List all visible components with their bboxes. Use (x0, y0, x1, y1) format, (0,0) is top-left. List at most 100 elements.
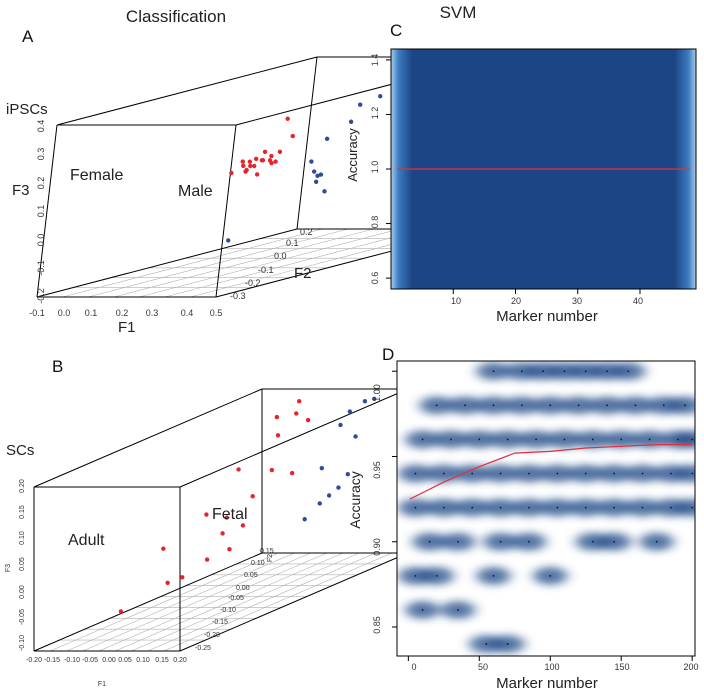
d-sample-dot (691, 506, 694, 509)
a-point-male (324, 136, 330, 142)
d-sample-dot (542, 370, 545, 373)
d-x-tick: 0 (411, 662, 416, 672)
d-sample-dot (591, 438, 594, 441)
b-point-adult (165, 580, 170, 585)
b-x-tick: 0.20 (173, 657, 187, 664)
b-floor-line (50, 552, 279, 652)
d-x-tick: 150 (614, 662, 629, 672)
d-sample-dot (421, 609, 424, 611)
a-floor-line (113, 228, 374, 298)
d-sample-dot (669, 472, 672, 475)
b-point-adult (269, 467, 275, 473)
c-x-tick: 30 (572, 296, 582, 306)
b-point-adult (240, 523, 246, 528)
d-sample-dot (641, 472, 644, 475)
d-x-tick: 200 (683, 662, 698, 672)
panel-label-b: B (52, 357, 63, 376)
a-z-tick: 0.3 (36, 148, 46, 161)
a-point-female (254, 172, 260, 177)
a-point-male (348, 119, 354, 124)
b-point-adult (227, 547, 232, 552)
b-point-adult (224, 515, 229, 520)
d-sample-dot (457, 609, 459, 611)
b-point-adult (236, 467, 241, 472)
d-sample-dot (499, 472, 502, 475)
b-x-tick: 0.10 (136, 657, 150, 664)
d-sample-dot (669, 506, 672, 509)
d-sample-dot (584, 472, 587, 475)
d-sample-dot (677, 438, 679, 441)
b-floor-line (114, 552, 344, 652)
a-floor-line (139, 228, 400, 298)
a-y-tick: -0.1 (258, 265, 274, 275)
d-density-blob (675, 498, 695, 517)
b-point-adult (294, 411, 299, 416)
d-x-tick: 100 (544, 662, 559, 672)
b-y-tick: -0.10 (220, 607, 236, 614)
d-sample-dot (442, 472, 445, 475)
c-y-tick: 0.8 (370, 216, 380, 229)
d-sample-dots (414, 370, 694, 645)
b-point-adult (275, 433, 281, 438)
b-y-tick: -0.20 (204, 632, 220, 639)
a-point-female (248, 163, 253, 169)
d-sample-dot (549, 404, 552, 407)
b-point-fetal (317, 501, 322, 506)
c-x-tick: 20 (511, 296, 521, 306)
a-point-female (247, 159, 253, 164)
b-zlabel: F3 (5, 564, 12, 572)
d-density-blobs (398, 362, 695, 654)
a-point-female (244, 167, 249, 173)
a-ylabel: F2 (294, 265, 312, 282)
d-sample-dot (457, 540, 459, 543)
d-sample-dot (435, 574, 438, 577)
d-sample-dot (435, 404, 438, 407)
a-x-tick: 0.0 (58, 308, 71, 318)
b-group-fetal: Fetal (212, 506, 248, 523)
d-sample-dot (634, 404, 637, 407)
a-point-female (253, 156, 259, 162)
a-point-male (311, 169, 317, 174)
d-sample-dot (691, 472, 694, 475)
d-sample-dot (428, 540, 431, 543)
b-point-adult (289, 470, 295, 476)
d-sample-dot (414, 506, 417, 509)
d-sample-dot (648, 438, 651, 441)
a-point-male (318, 172, 324, 177)
b-point-fetal (353, 434, 358, 439)
d-density-blob (675, 464, 695, 483)
d-sample-dot (471, 506, 474, 509)
a-y-tick: 0.0 (274, 251, 287, 261)
d-sample-dot (520, 370, 523, 373)
a-point-female (277, 149, 283, 154)
d-sample-dot (662, 404, 665, 407)
b-point-fetal (302, 517, 307, 522)
d-ylabel: Accuracy (347, 471, 363, 529)
c-y-tick: 1.2 (370, 107, 380, 120)
d-sample-dot (613, 472, 616, 475)
b-point-adult (305, 417, 311, 423)
d-sample-dot (641, 506, 644, 509)
d-y-tick: 0.95 (372, 461, 382, 479)
a-point-female (240, 159, 245, 164)
b-z-tick: 0.20 (19, 479, 26, 493)
b-y-tick: -0.15 (212, 619, 228, 626)
d-sample-dot (528, 540, 530, 543)
b-box-edge (33, 388, 263, 488)
a-z-tick: 0.0 (36, 234, 46, 247)
panel-c-heatmap: 10 20 30 40 0.6 0.8 1.0 1.2 1.4 Marker n… (345, 48, 697, 325)
a-point-female (269, 153, 274, 159)
a-x-tick: 0.5 (210, 308, 223, 318)
d-sample-dot (471, 472, 474, 475)
a-box-edge (56, 56, 318, 126)
a-box-label: iPSCs (6, 101, 48, 118)
a-z-tick: 0.2 (36, 177, 46, 190)
a-x-tick: 0.3 (146, 308, 159, 318)
a-point-male (309, 159, 314, 164)
b-point-adult (180, 575, 185, 580)
b-y-tick: 0.15 (260, 548, 274, 555)
b-point-adult (220, 531, 225, 536)
a-point-female (241, 163, 246, 169)
b-box-edge (33, 552, 263, 652)
a-point-male (322, 189, 327, 194)
